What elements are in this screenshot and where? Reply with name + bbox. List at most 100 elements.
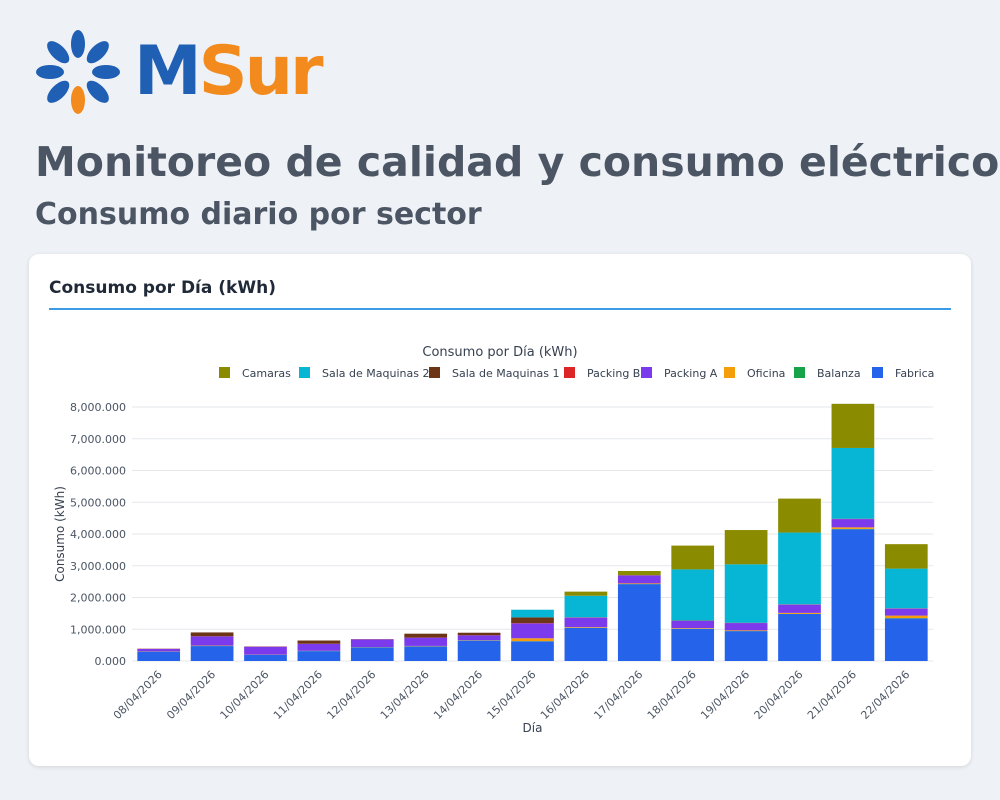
x-tick-label: 21/04/2026 — [805, 668, 859, 722]
bar-segment-fabrica — [778, 614, 821, 661]
chart-card: Consumo por Día (kWh) Consumo por Día (k… — [29, 254, 971, 766]
page-subtitle: Consumo diario por sector — [35, 197, 482, 232]
bar-segment-camaras — [671, 545, 715, 570]
bar-segment-fabrica — [457, 640, 501, 661]
legend-label-balanza: Balanza — [817, 367, 861, 380]
bar-segment-oficina — [778, 612, 821, 614]
bar-segment-sala-de-maquinas-1 — [297, 640, 341, 644]
bar-segment-fabrica — [511, 641, 554, 661]
bar-segment-oficina — [884, 615, 928, 619]
bar-segment-oficina — [724, 630, 768, 631]
card-divider — [49, 308, 951, 310]
bar-segment-fabrica — [297, 651, 341, 661]
bar-segment-sala-de-maquinas-1 — [511, 617, 554, 624]
bar-segment-sala-de-maquinas-1 — [190, 632, 234, 637]
bar-segment-camaras — [724, 530, 768, 565]
y-tick-label: 6,000.000 — [70, 465, 126, 478]
bar-segment-sala-de-maquinas-1 — [457, 632, 501, 636]
bar-segment-oficina — [671, 628, 715, 629]
legend-swatch-sala-de-maquinas-1 — [429, 367, 440, 378]
bar-segment-camaras — [778, 498, 821, 533]
bar-segment-packing-a — [350, 639, 394, 648]
bar-segment-camaras — [884, 544, 928, 569]
bar-segment-packing-a — [297, 643, 341, 651]
sun-logo-icon — [36, 30, 120, 114]
legend-label-sala-de-maquinas-2: Sala de Maquinas 2 — [322, 367, 429, 380]
y-tick-label: 0.000 — [95, 655, 127, 668]
bar-segment-fabrica — [671, 628, 715, 661]
bar-segment-packing-a — [190, 636, 234, 646]
bar-segment-sala-de-maquinas-2 — [778, 532, 821, 605]
x-tick-label: 17/04/2026 — [591, 668, 645, 722]
legend-swatch-camaras — [219, 367, 230, 378]
stacked-bar-chart: Consumo por Día (kWh) Camaras Sala de Maqu… — [53, 345, 934, 735]
bar-segment-fabrica — [831, 529, 875, 661]
y-tick-label: 5,000.000 — [70, 496, 126, 509]
x-tick-label: 14/04/2026 — [431, 668, 485, 722]
legend-swatch-packing-b — [564, 367, 575, 378]
bar-segment-camaras — [831, 403, 875, 448]
bar-segment-fabrica — [564, 627, 608, 661]
bar-segment-sala-de-maquinas-1 — [404, 633, 448, 638]
x-tick-label: 16/04/2026 — [538, 668, 592, 722]
y-axis-title: Consumo (kWh) — [53, 486, 67, 582]
legend-label-oficina: Oficina — [747, 367, 785, 380]
msur-logo: MSur — [30, 22, 324, 122]
bar-segment-camaras — [617, 570, 661, 576]
bar-segment-packing-a — [671, 620, 715, 629]
bar-segment-fabrica — [190, 646, 234, 661]
brand-name-sur: Sur — [198, 32, 324, 111]
bar-segment-packing-a — [778, 604, 821, 613]
bar-segment-fabrica — [350, 647, 394, 661]
y-tick-label: 2,000.000 — [70, 592, 126, 605]
bar-segment-oficina — [511, 638, 554, 642]
legend-label-camaras: Camaras — [242, 367, 291, 380]
x-tick-label: 12/04/2026 — [324, 668, 378, 722]
y-tick-label: 4,000.000 — [70, 528, 126, 541]
legend-label-fabrica: Fabrica — [895, 367, 934, 380]
x-tick-label: 08/04/2026 — [111, 668, 165, 722]
brand-name: MSur — [134, 38, 324, 106]
legend-label-packing-b: Packing B — [587, 367, 640, 380]
bar-segment-packing-a — [404, 637, 448, 646]
brand-name-m: M — [134, 32, 202, 111]
y-tick-label: 7,000.000 — [70, 433, 126, 446]
x-tick-label: 10/04/2026 — [218, 668, 272, 722]
bar-segment-fabrica — [137, 651, 181, 661]
x-tick-label: 18/04/2026 — [645, 668, 699, 722]
bar-segment-sala-de-maquinas-2 — [884, 568, 928, 609]
bar-segment-oficina — [564, 627, 608, 628]
bar-segment-fabrica — [617, 584, 661, 661]
bar-segment-packing-a — [457, 635, 501, 641]
bar-segment-sala-de-maquinas-2 — [671, 569, 715, 621]
bar-segment-packing-a — [831, 519, 875, 528]
x-tick-label: 22/04/2026 — [858, 668, 912, 722]
bar-segment-packing-a — [511, 623, 554, 639]
x-axis-title: Día — [523, 721, 543, 735]
x-tick-label: 13/04/2026 — [378, 668, 432, 722]
bar-segment-packing-a — [884, 608, 928, 616]
bar-segment-fabrica — [884, 618, 928, 661]
bar-segment-packing-a — [617, 575, 661, 584]
x-tick-label: 15/04/2026 — [485, 668, 539, 722]
bar-segment-camaras — [564, 591, 608, 596]
y-tick-label: 1,000.000 — [70, 623, 126, 636]
legend-swatch-packing-a — [641, 367, 652, 378]
legend-swatch-balanza — [794, 367, 805, 378]
legend-swatch-sala-de-maquinas-2 — [299, 367, 310, 378]
page-title: Monitoreo de calidad y consumo eléctrico — [35, 138, 1000, 186]
bar-segment-packing-a — [244, 646, 287, 655]
bar-segment-sala-de-maquinas-2 — [564, 595, 608, 618]
bar-segment-packing-a — [564, 617, 608, 628]
bar-segment-fabrica — [724, 631, 768, 661]
bar-segment-sala-de-maquinas-2 — [831, 447, 875, 519]
x-tick-label: 11/04/2026 — [271, 668, 325, 722]
bar-segment-packing-a — [724, 623, 768, 631]
bar-segment-sala-de-maquinas-2 — [724, 564, 768, 623]
bar-segment-sala-de-maquinas-2 — [511, 609, 554, 618]
legend-label-sala-de-maquinas-1: Sala de Maquinas 1 — [452, 367, 559, 380]
legend-label-packing-a: Packing A — [664, 367, 718, 380]
y-tick-label: 8,000.000 — [70, 401, 126, 414]
bar-segment-oficina — [617, 583, 661, 585]
chart-title: Consumo por Día (kWh) — [422, 345, 577, 360]
